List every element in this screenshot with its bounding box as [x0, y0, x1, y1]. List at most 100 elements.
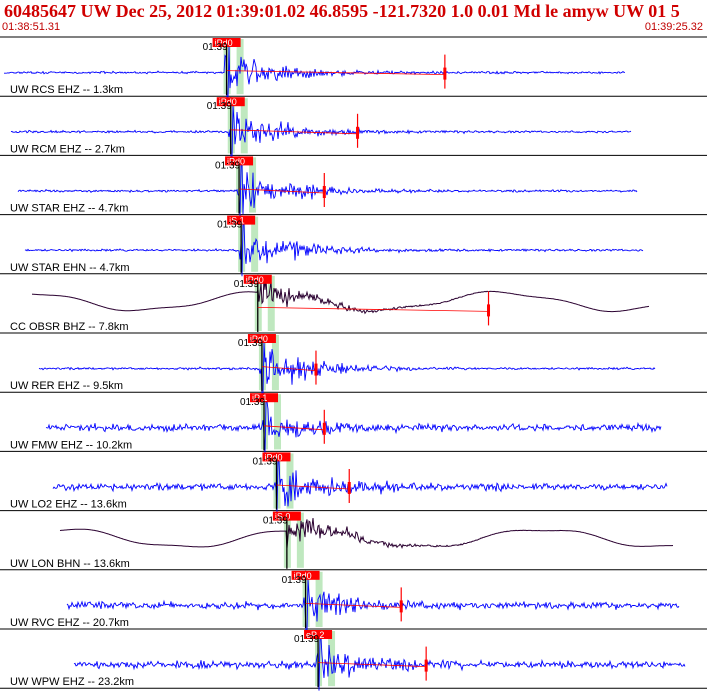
- coda-fit-line: [239, 188, 325, 194]
- pick-label-box: [247, 334, 276, 343]
- waveform-trace: [10, 105, 632, 159]
- station-label: UW WPW EHZ -- 23.2km: [10, 676, 134, 688]
- coda-fit-line: [261, 366, 317, 371]
- station-label: UW RCM EHZ -- 2.7km: [10, 143, 125, 155]
- pick-label: iPd0: [291, 570, 320, 581]
- coda-fit-line: [230, 129, 358, 135]
- s-marker-tick: [314, 363, 318, 376]
- pick-label-box: [304, 630, 333, 639]
- time-tick-label: 01:39: [217, 220, 242, 231]
- window-start-time: 01:38:51.31: [2, 21, 61, 33]
- pick-label-box: [243, 274, 272, 284]
- pick-label-text: iS 0: [275, 512, 291, 522]
- coda-fit-line: [276, 484, 350, 490]
- pick-label-text: iPd0: [215, 38, 233, 48]
- pick-label-box: [216, 97, 245, 107]
- waveform-trace: [4, 46, 626, 100]
- coda-fit-line: [226, 70, 445, 75]
- coda-fit-line: [305, 603, 402, 608]
- time-tick-label: 01:39: [238, 338, 263, 349]
- trace-row: eP 201:39 UW WPW EHZ -- 23.2km: [0, 630, 707, 691]
- pick-label: iS 0: [272, 511, 301, 522]
- station-label: UW RER EHZ -- 9.5km: [10, 380, 123, 392]
- waveform-trace: [59, 517, 674, 549]
- pick-label: iP 1: [250, 393, 279, 403]
- pick-label: iPd0: [225, 156, 254, 166]
- time-tick-label: 01:39: [215, 160, 240, 171]
- s-marker-tick: [347, 482, 351, 494]
- pick-label-text: iPd0: [227, 156, 245, 166]
- pick-label: iPd0: [212, 38, 241, 48]
- s-marker-tick: [424, 659, 428, 672]
- s-marker-tick: [356, 126, 360, 139]
- pick-label-text: iPd0: [294, 571, 312, 581]
- trace-row: iS 001:39 UW LON BHN -- 13.6km: [0, 511, 707, 571]
- coda-window-band: [267, 275, 275, 331]
- waveform-trace: [45, 401, 662, 454]
- pick-label-text: iPd0: [219, 97, 237, 107]
- time-tick-label: 01:39: [252, 456, 277, 467]
- station-label: UW FMW EHZ -- 10.2km: [10, 439, 132, 451]
- time-tick-label: 01:39: [263, 516, 288, 527]
- event-header-title: 60485647 UW Dec 25, 2012 01:39:01.02 46.…: [4, 1, 680, 21]
- time-tick-label: 01:39: [294, 634, 319, 645]
- pick-label: eP 2: [304, 630, 333, 640]
- station-label: UW LON BHN -- 13.6km: [10, 558, 130, 570]
- pick-label-box: [291, 570, 320, 580]
- coda-window-band: [328, 631, 336, 687]
- pick-label-text: iS 1: [229, 216, 245, 226]
- time-tick-label: 01:39: [240, 397, 265, 408]
- pick-label: iPd0: [243, 274, 272, 285]
- station-label: UW RCS EHZ -- 1.3km: [10, 84, 123, 96]
- trace-row: iP 101:39 UW FMW EHZ -- 10.2km: [0, 393, 707, 454]
- pick-label-text: iPd0: [250, 334, 268, 344]
- waveform-trace: [17, 164, 638, 218]
- waveform-trace: [52, 460, 668, 514]
- pick-label: iPd0: [247, 334, 276, 344]
- time-tick-label: 01:39: [234, 279, 259, 290]
- pick-label-box: [227, 215, 256, 225]
- pick-label: iPd0: [216, 97, 245, 107]
- pick-label-box: [225, 156, 254, 166]
- coda-window-band: [271, 335, 279, 391]
- s-marker-tick: [322, 186, 326, 198]
- station-label: UW STAR EHN -- 4.7km: [10, 262, 130, 274]
- time-tick-label: 01:39: [282, 575, 307, 586]
- coda-window-band: [315, 571, 323, 627]
- pick-label-text: iPd0: [264, 452, 282, 462]
- pick-label-text: eP 2: [306, 630, 324, 640]
- window-end-time: 01:39:25.32: [644, 21, 703, 33]
- s-marker-tick: [487, 304, 491, 317]
- s-marker-tick: [399, 600, 403, 613]
- coda-fit-line: [257, 307, 489, 312]
- trace-row: iS 101:39 UW STAR EHN -- 4.7km: [0, 215, 707, 277]
- station-label: CC OBSR BHZ -- 7.8km: [10, 321, 129, 333]
- coda-window-band: [274, 394, 282, 450]
- time-tick-label: 01:39: [203, 42, 228, 53]
- coda-fit-line: [263, 425, 325, 431]
- pick-label-box: [272, 511, 301, 521]
- waveform-trace: [24, 223, 644, 277]
- pick-label-text: iPd0: [246, 275, 264, 285]
- waveform-trace: [31, 277, 650, 315]
- coda-fit-line: [318, 662, 427, 667]
- station-label: UW STAR EHZ -- 4.7km: [10, 203, 128, 215]
- waveform-trace: [73, 638, 686, 691]
- pick-label-box: [212, 38, 241, 47]
- pick-label-text: iP 1: [252, 393, 267, 403]
- pick-label-box: [262, 452, 291, 462]
- station-label: UW LO2 EHZ -- 13.6km: [10, 499, 127, 511]
- coda-window-band: [240, 98, 248, 154]
- waveform-trace: [66, 579, 680, 632]
- pick-label-box: [250, 393, 279, 403]
- pick-label: iPd0: [262, 452, 291, 462]
- time-tick-label: 01:39: [207, 101, 232, 112]
